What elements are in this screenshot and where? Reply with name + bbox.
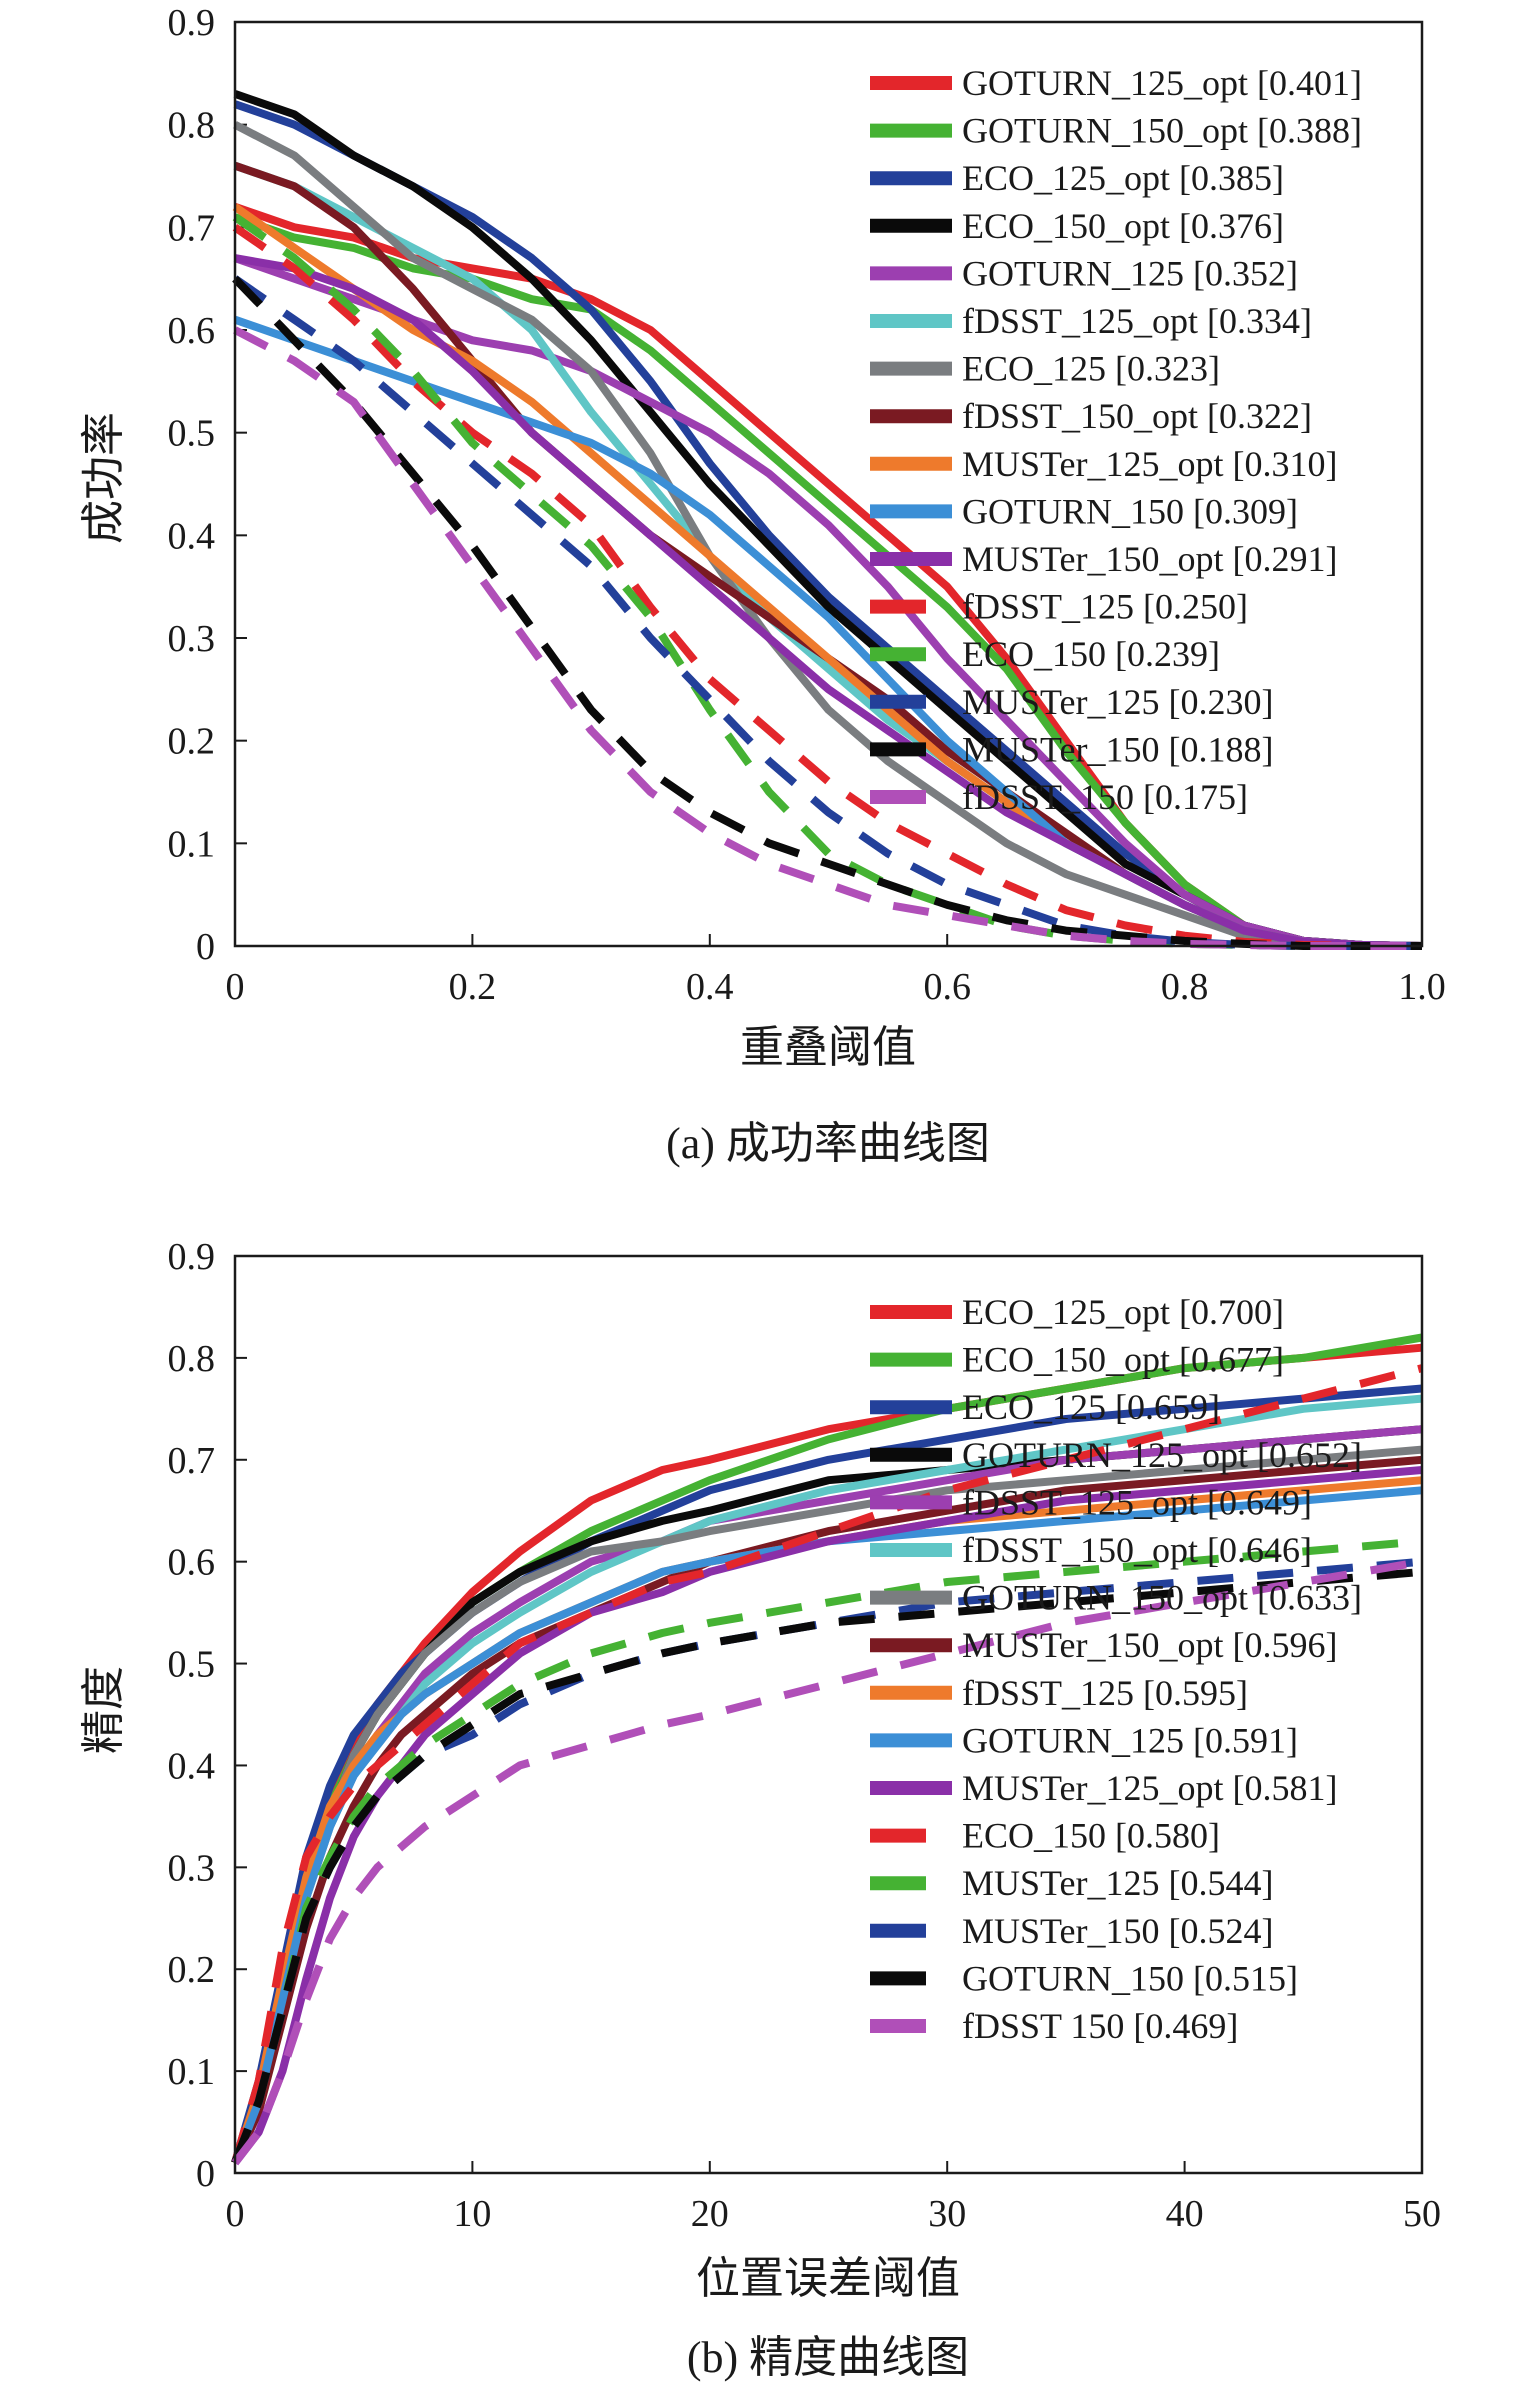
series-line — [231, 1364, 1423, 2164]
legend-label: MUSTer_150 [0.188] — [962, 729, 1273, 769]
legend-label: MUSTer_125 [0.544] — [962, 1863, 1273, 1903]
series-line — [233, 254, 1423, 950]
legend-label: fDSST_125 [0.595] — [962, 1673, 1248, 1713]
legend-label: GOTURN_150 [0.515] — [962, 1958, 1298, 1998]
y-tick-label: 0.5 — [168, 413, 216, 455]
legend-label: GOTURN_150 [0.309] — [962, 491, 1298, 531]
legend-label: MUSTer_150_opt [0.291] — [962, 539, 1337, 579]
x-tick-label: 0 — [226, 966, 245, 1008]
y-tick-label: 0.3 — [168, 1847, 216, 1889]
y-tick-label: 0.1 — [168, 2051, 216, 2093]
legend-label: GOTURN_125_opt [0.652] — [962, 1435, 1362, 1475]
series-line — [231, 1537, 1423, 2165]
x-tick-label: 0.2 — [449, 966, 497, 1008]
y-tick-label: 0.9 — [168, 1236, 216, 1278]
legend-label: ECO_125_opt [0.700] — [962, 1292, 1284, 1332]
y-tick-label: 0.9 — [168, 2, 216, 44]
y-tick-label: 0.6 — [168, 1542, 216, 1584]
y-tick-label: 0.2 — [168, 1949, 216, 1991]
y-tick-label: 0.2 — [168, 721, 216, 763]
y-tick-label: 0.3 — [168, 618, 216, 660]
y-tick-label: 0.6 — [168, 310, 216, 352]
y-tick-label: 0.8 — [168, 1338, 216, 1380]
x-tick-label: 20 — [691, 2193, 729, 2235]
series-line — [232, 275, 1422, 950]
legend-label: MUSTer_150_opt [0.596] — [962, 1625, 1337, 1665]
legend-label: fDSST_125 [0.250] — [962, 587, 1248, 627]
x-tick-label: 0.8 — [1161, 966, 1209, 1008]
x-tick-label: 0 — [226, 2193, 245, 2235]
chart-caption: (b) 精度曲线图 — [687, 2333, 969, 2382]
legend-label: GOTURN_150_opt [0.633] — [962, 1578, 1362, 1618]
series-line — [234, 254, 1423, 950]
series-line — [231, 1557, 1423, 2166]
legend-label: ECO_125_opt [0.385] — [962, 158, 1284, 198]
y-tick-label: 0.7 — [168, 1440, 216, 1482]
precision-chart: 精度 位置误差阈值 (b) 精度曲线图 0 0.1 0.2 0.3 0.4 0.5 0.6 0… — [79, 1236, 1441, 2382]
x-tick-label: 10 — [453, 2193, 491, 2235]
series-line — [233, 326, 1422, 950]
y-tick-label: 0.5 — [168, 1644, 216, 1686]
legend-label: GOTURN_150_opt [0.388] — [962, 111, 1362, 151]
x-axis-label: 位置误差阈值 — [696, 2254, 960, 2303]
legend-label: GOTURN_125 [0.352] — [962, 253, 1298, 293]
legend-label: MUSTer_125_opt [0.581] — [962, 1768, 1337, 1808]
legend-label: ECO_150_opt [0.677] — [962, 1340, 1284, 1380]
x-tick-label: 1.0 — [1398, 966, 1446, 1008]
y-tick-label: 0.1 — [168, 823, 216, 865]
series-line — [231, 1567, 1423, 2165]
legend-label: ECO_150 [0.580] — [962, 1816, 1220, 1856]
legend-label: MUSTer_125 [0.230] — [962, 682, 1273, 722]
legend-label: fDSST_125_opt [0.334] — [962, 301, 1312, 341]
x-tick-label: 0.4 — [686, 966, 734, 1008]
legend-label: ECO_125 [0.659] — [962, 1387, 1220, 1427]
y-tick-label: 0.7 — [168, 207, 216, 249]
y-tick-label: 0.4 — [168, 515, 216, 557]
series-line — [231, 1486, 1423, 2165]
y-axis-label: 成功率 — [79, 412, 128, 544]
legend-label: GOTURN_125_opt [0.401] — [962, 63, 1362, 103]
legend-label: ECO_150_opt [0.376] — [962, 206, 1284, 246]
legend-label: MUSTer_150 [0.524] — [962, 1911, 1273, 1951]
legend-label: ECO_150 [0.239] — [962, 634, 1220, 674]
x-tick-label: 40 — [1166, 2193, 1204, 2235]
chart-caption: (a) 成功率曲线图 — [666, 1119, 990, 1168]
plot-frame — [233, 1254, 1424, 2175]
y-tick-label: 0.4 — [168, 1745, 216, 1787]
x-tick-label: 30 — [928, 2193, 966, 2235]
legend-label: GOTURN_125 [0.591] — [962, 1720, 1298, 1760]
legend-label: fDSST_150_opt [0.646] — [962, 1530, 1312, 1570]
y-tick-label: 0.8 — [168, 105, 216, 147]
x-axis-label: 重叠阈值 — [740, 1023, 916, 1072]
plot-frame — [233, 20, 1424, 948]
legend-label: fDSST_125_opt [0.649] — [962, 1482, 1312, 1522]
x-tick-label: 50 — [1403, 2193, 1441, 2235]
legend-label: ECO_125 [0.323] — [962, 349, 1220, 389]
legend-label: fDSST_150_opt [0.322] — [962, 396, 1312, 436]
y-axis-label: 精度 — [79, 1666, 128, 1754]
y-tick-label: 0 — [196, 2153, 215, 2195]
success-rate-chart: 成功率 重叠阈值 (a) 成功率曲线图 0 0.1 0.2 0.3 0.4 0.5 0.6 0… — [79, 2, 1446, 1168]
legend-label: fDSST_150 [0.175] — [962, 777, 1248, 817]
y-tick-label: 0 — [196, 926, 215, 968]
legend-label: MUSTer_125_opt [0.310] — [962, 444, 1337, 484]
legend-label: fDSST 150 [0.469] — [962, 2006, 1238, 2046]
x-tick-label: 0.6 — [923, 966, 971, 1008]
series-line — [233, 121, 1423, 950]
series-line — [231, 1466, 1423, 2166]
